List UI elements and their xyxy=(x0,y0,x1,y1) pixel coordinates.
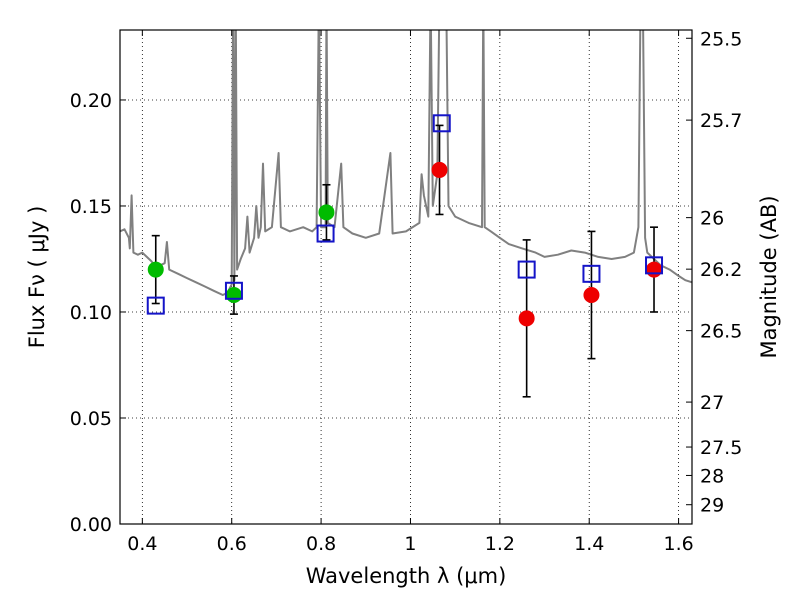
x-tick-label: 1 xyxy=(404,533,416,555)
y2-tick-label: 25.7 xyxy=(700,110,742,132)
y2-tick-label: 26 xyxy=(700,208,724,230)
axis-ticks: 0.4 0.6 0.8 1 1.2 1.4 1.6 0.00 0.05 0.10 0.15 0.20 2… xyxy=(70,28,743,555)
y2-tick-label: 25.5 xyxy=(700,28,742,50)
x-axis-label: Wavelength λ (μm) xyxy=(306,564,507,588)
observed-point xyxy=(646,261,663,278)
model-point xyxy=(224,281,243,300)
observed-point xyxy=(583,287,600,304)
model-point xyxy=(316,224,335,243)
y-tick-label: 0.15 xyxy=(70,196,112,218)
model-point xyxy=(582,264,601,283)
y2-tick-label: 26.2 xyxy=(700,259,742,281)
y-tick-label: 0.20 xyxy=(70,90,112,112)
y2-tick-label: 28 xyxy=(700,465,724,487)
y2-tick-label: 27.5 xyxy=(700,437,742,459)
y-tick-label: 0.10 xyxy=(70,302,112,324)
model-point xyxy=(146,296,165,315)
y2-tick-label: 26.5 xyxy=(700,321,742,343)
spectrum-layer xyxy=(120,30,692,296)
y2-tick-label: 29 xyxy=(700,495,724,517)
x-tick-label: 0.6 xyxy=(217,533,247,555)
model-point xyxy=(432,114,451,133)
x-tick-label: 0.4 xyxy=(127,533,157,555)
model-point xyxy=(517,260,536,279)
x-tick-label: 1.6 xyxy=(663,533,693,555)
observed-point xyxy=(431,161,448,178)
observed-point xyxy=(225,287,242,304)
plot-frame xyxy=(119,29,693,525)
y-tick-label: 0.00 xyxy=(70,514,112,536)
model-spectrum-line xyxy=(120,30,692,296)
x-tick-label: 1.4 xyxy=(574,533,604,555)
observed-point xyxy=(518,310,535,327)
x-tick-label: 1.2 xyxy=(485,533,515,555)
data-points-layer xyxy=(146,114,664,398)
plot-background xyxy=(120,30,692,524)
y-tick-label: 0.05 xyxy=(70,408,112,430)
observed-point xyxy=(147,261,164,278)
observed-point xyxy=(318,204,335,221)
x-tick-label: 0.8 xyxy=(306,533,336,555)
model-point xyxy=(645,256,664,275)
y2-axis-label: Magnitude (AB) xyxy=(757,195,781,358)
y-axis-label: Flux Fν ( μJy ) xyxy=(25,206,49,349)
y2-tick-label: 27 xyxy=(700,392,724,414)
